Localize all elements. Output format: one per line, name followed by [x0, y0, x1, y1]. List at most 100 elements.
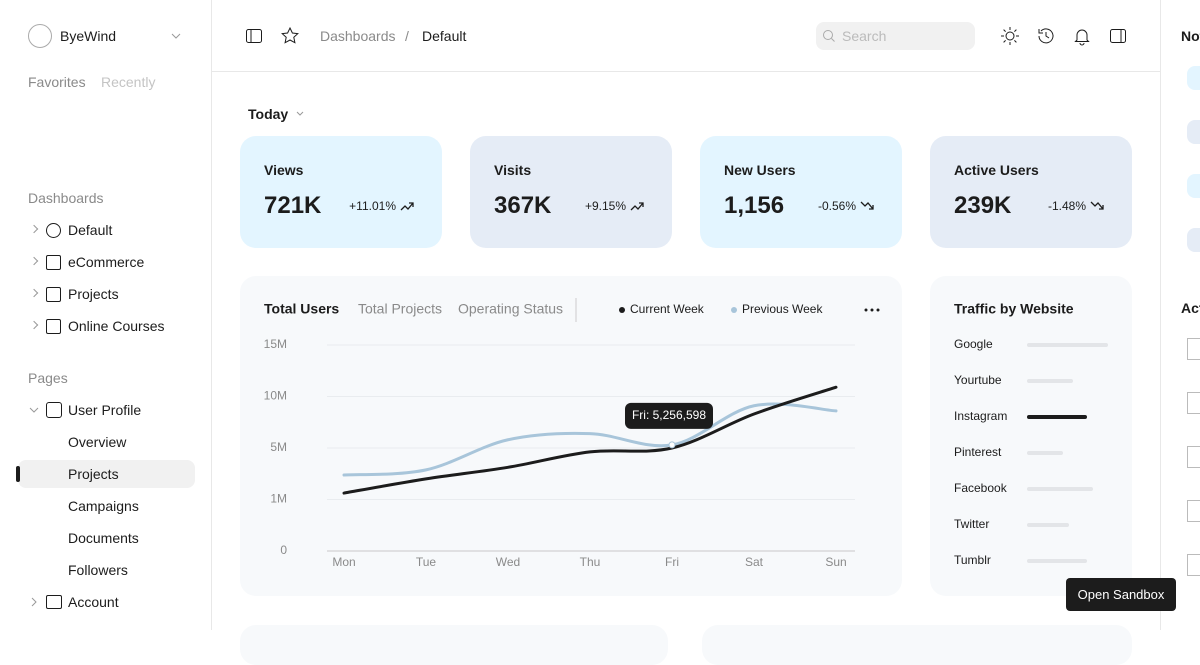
icon	[1187, 228, 1200, 252]
chart-title: Total Users	[264, 301, 339, 317]
line-series	[342, 402, 838, 477]
theme-toggle[interactable]	[1000, 26, 1020, 46]
chart-tab[interactable]: Total Projects	[358, 301, 442, 317]
legend-dot	[731, 307, 737, 313]
section-title: Pages	[28, 370, 68, 386]
chart-card	[240, 276, 902, 596]
date-filter[interactable]: Today	[248, 106, 289, 122]
nav-item[interactable]: Account	[68, 594, 119, 610]
stat-value: 239K	[954, 192, 1012, 219]
nav-item[interactable]: Projects	[68, 286, 119, 302]
site-label: Google	[954, 337, 993, 351]
bar	[1027, 523, 1069, 527]
avatar	[1187, 338, 1200, 360]
icon	[46, 223, 61, 238]
more-dot[interactable]	[864, 308, 868, 312]
icon	[1187, 174, 1200, 198]
stat-change: -1.48%	[1047, 199, 1086, 213]
stat-card	[930, 136, 1132, 248]
nav-item[interactable]: Documents	[68, 530, 139, 546]
stat-change: +11.01%	[349, 199, 396, 213]
stat-label: Visits	[494, 162, 532, 178]
line-series	[342, 385, 838, 495]
icon	[46, 595, 62, 609]
breadcrumb[interactable]: Default	[422, 28, 467, 44]
legend-label: Current Week	[630, 302, 705, 316]
breadcrumb[interactable]: Dashboards	[320, 28, 396, 44]
avatar	[1187, 554, 1200, 576]
bar	[1027, 343, 1108, 347]
tooltip	[625, 402, 713, 429]
nav-item[interactable]: Followers	[68, 562, 128, 578]
x-tick-label: Fri	[665, 555, 679, 569]
history[interactable]	[1036, 26, 1056, 46]
divider	[212, 71, 1160, 72]
legend-label: Previous Week	[742, 302, 823, 316]
tab[interactable]: Favorites	[28, 74, 86, 90]
notifications[interactable]	[1072, 26, 1092, 46]
legend-dot	[619, 307, 625, 313]
avatar	[1187, 500, 1200, 522]
stat-value: 721K	[264, 192, 322, 219]
icon	[46, 255, 61, 270]
breadcrumb-separator: /	[405, 28, 409, 44]
y-tick-label: 0	[280, 543, 287, 557]
panel-toggle[interactable]	[1109, 27, 1127, 45]
nav-item[interactable]: Overview	[68, 434, 127, 450]
bar	[1027, 487, 1093, 491]
traffic-chart: Traffic by Website Google Yourtube Instagra…	[954, 301, 1108, 567]
chart-tab[interactable]: Operating Status	[458, 301, 563, 317]
traffic-card	[930, 276, 1132, 596]
active-indicator	[16, 466, 20, 482]
chevron	[296, 111, 304, 116]
nav-item[interactable]: Online Courses	[68, 318, 165, 334]
stat-label: Active Users	[954, 162, 1039, 178]
site-label: Yourtube	[954, 373, 1002, 387]
card-title: Traffic by Website	[954, 301, 1074, 317]
nav-item[interactable]: User Profile	[68, 402, 142, 418]
site-label: Pinterest	[954, 445, 1002, 459]
bar	[1027, 415, 1087, 419]
nav-item[interactable]: eCommerce	[68, 254, 145, 270]
icon	[46, 319, 61, 334]
chart: Total Users Total Projects Operating Statu…	[264, 298, 880, 569]
bar	[1027, 379, 1073, 383]
stat-change: -0.56%	[817, 199, 856, 213]
y-tick-label: 5M	[270, 440, 287, 454]
star[interactable]	[280, 26, 300, 46]
trend-icon	[1090, 201, 1104, 210]
site-label: Tumblr	[954, 553, 991, 567]
stat-card	[470, 136, 672, 248]
x-tick-label: Sun	[825, 555, 846, 569]
icon	[1187, 66, 1200, 90]
nav-item[interactable]: Default	[68, 222, 113, 238]
avatar	[1187, 392, 1200, 414]
search-icon	[823, 30, 835, 42]
active-bg	[18, 460, 195, 488]
nav-item[interactable]: Projects	[68, 466, 119, 482]
more-dot[interactable]	[870, 308, 874, 312]
stat-card	[240, 136, 442, 248]
sandbox-button[interactable]: Open Sandbox	[1066, 578, 1176, 611]
x-tick-label: Sat	[745, 555, 764, 569]
section-title: Dashboards	[28, 190, 104, 206]
stat-card	[700, 136, 902, 248]
brand[interactable]: ByeWind	[60, 28, 117, 44]
search-placeholder: Search	[842, 28, 887, 44]
nav-item[interactable]: Campaigns	[68, 498, 139, 514]
chevron	[29, 407, 39, 413]
search-box[interactable]	[816, 22, 975, 50]
site-label: Facebook	[954, 481, 1008, 495]
x-tick-label: Mon	[332, 555, 355, 569]
panel-title: Notifications	[1181, 28, 1200, 44]
more-dot[interactable]	[876, 308, 880, 312]
icon	[1187, 120, 1200, 144]
y-tick-label: 1M	[270, 492, 287, 506]
panel-title: Activities	[1181, 300, 1200, 316]
page: Notifications Activities ByeWind Favorit…	[16, 0, 1200, 630]
tab[interactable]: Recently	[101, 74, 156, 90]
trend-icon	[400, 202, 414, 211]
y-tick-label: 10M	[264, 389, 287, 403]
x-tick-label: Tue	[416, 555, 437, 569]
sidebar-toggle[interactable]	[245, 27, 263, 45]
